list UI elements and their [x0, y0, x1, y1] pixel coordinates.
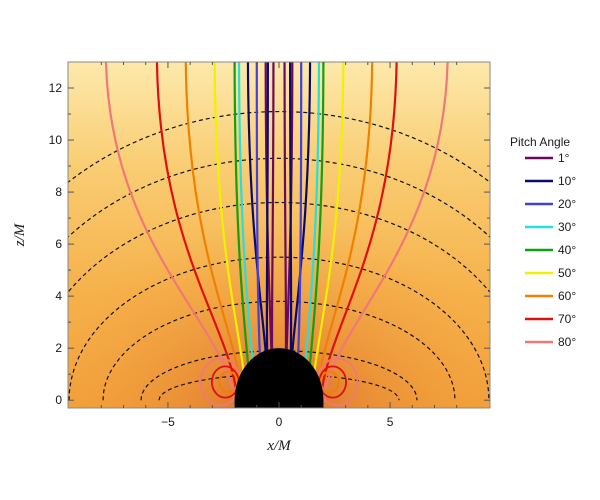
y-tick-label: 10: [49, 133, 63, 147]
contour-line: [102, 300, 456, 401]
field-loop: [319, 370, 340, 394]
y-tick-label: 6: [55, 237, 62, 251]
field-line: [213, 62, 247, 389]
legend-label: 1°: [558, 151, 570, 165]
y-axis-label: z/M: [12, 222, 28, 247]
legend-label: 60°: [558, 289, 576, 303]
x-tick-label: 5: [387, 415, 394, 429]
field-line: [184, 62, 243, 391]
x-tick-label: −5: [161, 415, 175, 429]
legend-label: 30°: [558, 220, 576, 234]
y-tick-label: 4: [55, 289, 62, 303]
legend-title: Pitch Angle: [510, 135, 570, 149]
legend-label: 40°: [558, 243, 576, 257]
legend-label: 20°: [558, 197, 576, 211]
contour-line: [68, 157, 490, 238]
field-line: [315, 62, 374, 391]
x-axis-label: x/M: [266, 438, 292, 454]
y-tick-label: 0: [55, 393, 62, 407]
field-line: [265, 62, 269, 383]
field-line: [155, 62, 238, 395]
legend: 1° 10° 20° 30° 40° 50° 60° 70° 80°: [525, 151, 576, 349]
x-tick-label: 0: [276, 415, 283, 429]
field-loop: [218, 370, 239, 394]
field-line: [322, 62, 449, 401]
field-line: [233, 62, 252, 387]
field-line: [311, 62, 345, 389]
black-hole-disk: [234, 348, 324, 408]
legend-label: 70°: [558, 312, 576, 326]
contour-line: [68, 111, 490, 184]
field-line: [320, 62, 398, 395]
axes: −5 0 5 0 2 4 6 8 10 12: [49, 62, 490, 429]
legend-label: 50°: [558, 266, 576, 280]
black-hole: [234, 348, 324, 408]
plot-background: [68, 62, 490, 408]
legend-label: 80°: [558, 335, 576, 349]
y-tick-label: 2: [55, 341, 62, 355]
legend-label: 10°: [558, 174, 576, 188]
y-tick-label: 12: [49, 81, 63, 95]
field-line: [306, 62, 325, 387]
field-line: [289, 62, 293, 383]
field-line: [105, 62, 236, 401]
y-tick-label: 8: [55, 185, 62, 199]
contour-line: [68, 256, 490, 401]
